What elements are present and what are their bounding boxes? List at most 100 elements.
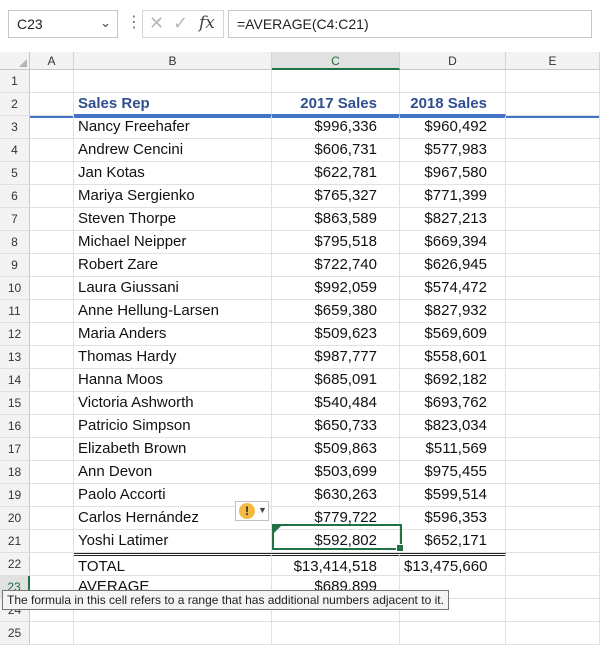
cell-d[interactable]: $577,983 xyxy=(400,139,506,162)
formula-input[interactable]: =AVERAGE(C4:C21) xyxy=(228,10,592,38)
row-header[interactable]: 11 xyxy=(0,300,30,323)
cell-a[interactable] xyxy=(30,346,74,369)
cell-e[interactable] xyxy=(506,599,600,622)
cell-c[interactable] xyxy=(272,70,400,93)
cell-d[interactable]: $823,034 xyxy=(400,415,506,438)
cell-b[interactable]: Laura Giussani xyxy=(74,277,272,300)
cell-b[interactable]: Michael Neipper xyxy=(74,231,272,254)
cell-d[interactable]: $967,580 xyxy=(400,162,506,185)
cell-c[interactable]: $992,059 xyxy=(272,277,400,300)
cell-e[interactable] xyxy=(506,622,600,645)
cell-a[interactable] xyxy=(30,70,74,93)
cell-c[interactable]: $622,781 xyxy=(272,162,400,185)
cell-b[interactable] xyxy=(74,622,272,645)
cell-e[interactable] xyxy=(506,392,600,415)
cell-c[interactable]: 2017 Sales xyxy=(272,93,400,116)
cell-b[interactable]: Andrew Cencini xyxy=(74,139,272,162)
cell-b[interactable]: Nancy Freehafer xyxy=(74,116,272,139)
cell-e[interactable] xyxy=(506,277,600,300)
row-header[interactable]: 5 xyxy=(0,162,30,185)
cell-a[interactable] xyxy=(30,139,74,162)
row-header[interactable]: 16 xyxy=(0,415,30,438)
cell-a[interactable] xyxy=(30,369,74,392)
cell-d[interactable]: 2018 Sales xyxy=(400,93,506,116)
cell-e[interactable] xyxy=(506,438,600,461)
row-header[interactable]: 1 xyxy=(0,70,30,93)
row-header[interactable]: 13 xyxy=(0,346,30,369)
cell-b[interactable]: Victoria Ashworth xyxy=(74,392,272,415)
row-header[interactable]: 17 xyxy=(0,438,30,461)
cell-c[interactable]: $722,740 xyxy=(272,254,400,277)
cell-d[interactable]: $975,455 xyxy=(400,461,506,484)
cell-a[interactable] xyxy=(30,231,74,254)
cell-d[interactable]: $13,475,660 xyxy=(400,553,506,576)
cell-b[interactable]: Paolo Accorti xyxy=(74,484,272,507)
row-header[interactable]: 14 xyxy=(0,369,30,392)
cell-e[interactable] xyxy=(506,254,600,277)
cell-c[interactable]: $779,722 xyxy=(272,507,400,530)
cell-a[interactable] xyxy=(30,116,74,139)
cell-b[interactable] xyxy=(74,70,272,93)
cell-b[interactable]: Hanna Moos xyxy=(74,369,272,392)
cell-a[interactable] xyxy=(30,185,74,208)
row-header[interactable]: 6 xyxy=(0,185,30,208)
cell-e[interactable] xyxy=(506,530,600,553)
cell-e[interactable] xyxy=(506,208,600,231)
cell-e[interactable] xyxy=(506,415,600,438)
more-options-icon[interactable]: ⋮ xyxy=(126,14,142,31)
cell-c[interactable] xyxy=(272,622,400,645)
row-header[interactable]: 12 xyxy=(0,323,30,346)
cell-d[interactable] xyxy=(400,622,506,645)
row-header[interactable]: 10 xyxy=(0,277,30,300)
cell-e[interactable] xyxy=(506,576,600,599)
cell-a[interactable] xyxy=(30,484,74,507)
row-header[interactable]: 18 xyxy=(0,461,30,484)
row-header[interactable]: 21 xyxy=(0,530,30,553)
cell-a[interactable] xyxy=(30,277,74,300)
cell-d[interactable] xyxy=(400,70,506,93)
cell-d[interactable]: $511,569 xyxy=(400,438,506,461)
cell-c[interactable]: $987,777 xyxy=(272,346,400,369)
cell-d[interactable]: $569,609 xyxy=(400,323,506,346)
cell-c[interactable]: $630,263 xyxy=(272,484,400,507)
active-cell-selection[interactable] xyxy=(272,524,404,552)
cell-d[interactable]: $596,353 xyxy=(400,507,506,530)
cell-d[interactable]: $669,394 xyxy=(400,231,506,254)
insert-function-icon[interactable]: fx xyxy=(199,13,215,33)
cell-b[interactable]: Thomas Hardy xyxy=(74,346,272,369)
cell-a[interactable] xyxy=(30,461,74,484)
cancel-icon[interactable]: ✕ xyxy=(149,13,165,33)
chevron-down-icon[interactable]: ⌄ xyxy=(100,15,111,30)
row-header[interactable]: 15 xyxy=(0,392,30,415)
warning-icon[interactable]: ! xyxy=(239,503,255,519)
cell-e[interactable] xyxy=(506,93,600,116)
cell-e[interactable] xyxy=(506,139,600,162)
cell-e[interactable] xyxy=(506,553,600,576)
cell-d[interactable]: $827,213 xyxy=(400,208,506,231)
cell-e[interactable] xyxy=(506,300,600,323)
column-header-c[interactable]: C xyxy=(272,52,400,70)
cell-c[interactable]: $540,484 xyxy=(272,392,400,415)
cell-b[interactable]: Patricio Simpson xyxy=(74,415,272,438)
cell-a[interactable] xyxy=(30,530,74,553)
cell-d[interactable]: $558,601 xyxy=(400,346,506,369)
name-box[interactable]: C23 ⌄ xyxy=(8,10,118,38)
cell-a[interactable] xyxy=(30,553,74,576)
cell-e[interactable] xyxy=(506,346,600,369)
error-smart-tag[interactable]: ! ▼ xyxy=(235,501,269,521)
cell-c[interactable]: $503,699 xyxy=(272,461,400,484)
cell-c[interactable]: $685,091 xyxy=(272,369,400,392)
cell-e[interactable] xyxy=(506,461,600,484)
column-header-e[interactable]: E xyxy=(506,52,600,70)
cell-c[interactable]: $509,623 xyxy=(272,323,400,346)
cell-d[interactable]: $574,472 xyxy=(400,277,506,300)
row-header[interactable]: 7 xyxy=(0,208,30,231)
cell-c[interactable] xyxy=(272,599,400,622)
row-header[interactable]: 9 xyxy=(0,254,30,277)
cell-e[interactable] xyxy=(506,507,600,530)
cell-b[interactable]: Anne Hellung-Larsen xyxy=(74,300,272,323)
cell-c[interactable]: $13,414,518 xyxy=(272,553,400,576)
cell-d[interactable]: $692,182 xyxy=(400,369,506,392)
cell-d[interactable]: $771,399 xyxy=(400,185,506,208)
cell-e[interactable] xyxy=(506,323,600,346)
